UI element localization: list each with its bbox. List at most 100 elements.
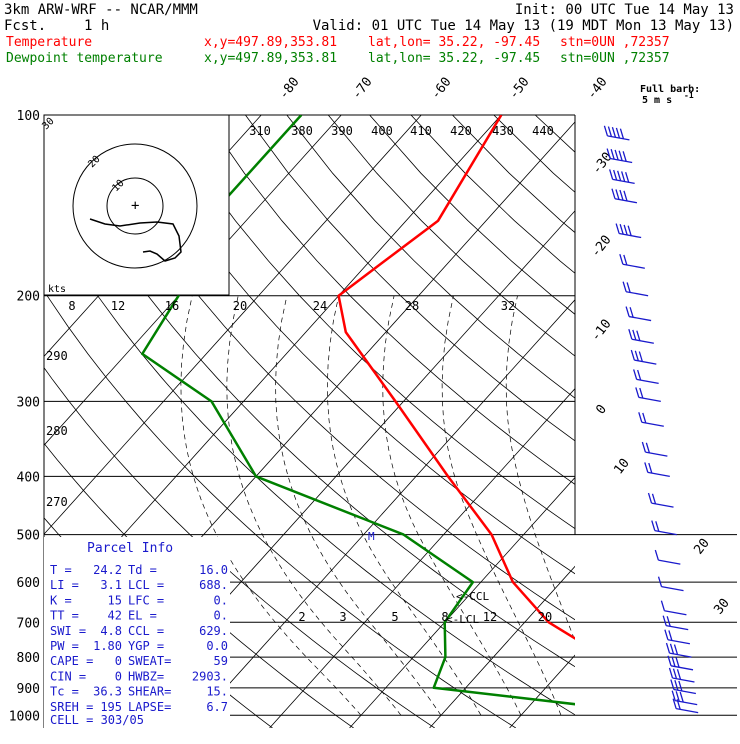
- mixing-ratio-label: 8: [68, 299, 75, 313]
- moist-adiabat: [227, 296, 401, 716]
- level-marker-label: <-LCL: [446, 613, 479, 626]
- hodograph: 20 10 30 + kts: [40, 115, 229, 295]
- parcel-info-cell: LFC =: [128, 593, 164, 607]
- parcel-info-cell: 0.: [214, 609, 228, 623]
- theta-e-label: 420: [450, 124, 472, 138]
- mixing-ratio-label: 28: [405, 299, 419, 313]
- parcel-info-cell: 24.2: [93, 563, 122, 577]
- level-marker-label: M: [368, 530, 375, 543]
- dry-adiabat: [245, 115, 740, 728]
- theta-e-label: 430: [492, 124, 514, 138]
- pressure-tick-label: 900: [17, 682, 40, 697]
- wind-barb: [648, 493, 673, 507]
- dry-adiabat: [577, 115, 740, 728]
- theta-e-label: 400: [371, 124, 393, 138]
- parcel-info-cell: 3.1: [100, 578, 122, 592]
- dry-adiabat: [328, 115, 740, 728]
- wind-barb: [642, 442, 667, 456]
- parcel-info-cell: SWEAT=: [128, 654, 171, 668]
- dry-adiabat: [494, 115, 740, 728]
- theta-label: 280: [46, 424, 68, 438]
- isotherm-label: -10: [588, 317, 614, 345]
- wind-barb: [629, 329, 654, 343]
- mixing-ratio-label: 32: [501, 299, 515, 313]
- mixing-ratio-label: 12: [111, 299, 125, 313]
- dry-adiabat: [452, 115, 740, 728]
- parcel-info-cell: SREH =: [50, 700, 93, 714]
- wind-barb: [673, 699, 698, 713]
- isotherm-label: -50: [506, 75, 532, 103]
- parcel-info-cell: LI =: [50, 578, 79, 592]
- wind-barb: [604, 126, 629, 140]
- parcel-info-cell: 688.: [199, 578, 228, 592]
- temperature-latlon: lat,lon= 35.22, -97.45: [368, 35, 540, 50]
- parcel-info-cell: SHEAR=: [128, 685, 171, 699]
- parcel-info-cell: 42: [108, 609, 122, 623]
- pressure-tick-label: 1000: [9, 709, 40, 724]
- mixing-ratio-label: 3: [339, 610, 346, 624]
- parcel-info-cell: SWI =: [50, 624, 86, 638]
- theta-e-label: 310: [249, 124, 271, 138]
- isotherm-label: -60: [428, 75, 454, 103]
- parcel-info-cell: YGP =: [128, 639, 164, 653]
- isotherm-label: -80: [276, 75, 302, 103]
- wind-barb: [610, 169, 635, 183]
- dewpoint-latlon: lat,lon= 35.22, -97.45: [368, 51, 540, 66]
- wind-barb: [652, 521, 677, 535]
- isotherm-label: 10: [611, 456, 632, 478]
- isotherm-label: 30: [711, 596, 732, 618]
- pressure-tick-label: 800: [17, 651, 40, 666]
- parcel-info-cell: K =: [50, 593, 72, 607]
- parcel-info-cell: HWBZ=: [128, 669, 164, 683]
- parcel-info-cell: 4.8: [100, 624, 122, 638]
- parcel-info-cell: 1.80: [93, 639, 122, 653]
- temperature-legend: Temperature: [6, 35, 92, 50]
- wind-barb: [655, 550, 680, 564]
- moist-adiabat: [576, 296, 641, 716]
- wind-barb: [668, 656, 693, 670]
- isotherm-label: -30: [589, 150, 615, 178]
- level-marker-label: <-CCL: [456, 590, 489, 603]
- pressure-tick-label: 400: [17, 470, 40, 485]
- parcel-info-cell: 15.: [206, 685, 228, 699]
- dry-adiabat: [204, 115, 740, 728]
- temperature-profile: [339, 115, 664, 705]
- forecast-label: Fcst.: [4, 18, 46, 34]
- parcel-info-cell: Tc =: [50, 685, 79, 699]
- dry-adiabat: [701, 115, 740, 728]
- dry-adiabat: [287, 115, 740, 728]
- parcel-info-cell: 6.7: [206, 700, 228, 714]
- temperature-xy: x,y=497.89,353.81: [204, 35, 337, 50]
- parcel-info-cell: EL =: [128, 609, 157, 623]
- wind-barb: [665, 630, 690, 644]
- moist-adiabat: [327, 296, 481, 716]
- parcel-info-cell: 0: [115, 669, 122, 683]
- wind-barb: [616, 224, 641, 238]
- isotherm-line: [270, 115, 740, 728]
- pressure-tick-label: 200: [17, 290, 40, 305]
- parcel-info-cell: 195: [100, 700, 122, 714]
- parcel-info-title: Parcel Info: [87, 541, 173, 556]
- pressure-tick-label: 600: [17, 576, 40, 591]
- model-title: 3km ARW-WRF -- NCAR/MMM: [4, 2, 198, 18]
- mixing-ratio-label: 12: [483, 610, 497, 624]
- wind-barb: [639, 412, 664, 426]
- theta-e-label: 440: [532, 124, 554, 138]
- init-time: Init: 00 UTC Tue 14 May 13: [515, 2, 734, 18]
- mixing-ratio-label: 16: [165, 299, 179, 313]
- parcel-info-cell: PW =: [50, 639, 79, 653]
- parcel-info-cell: 0.0: [206, 639, 228, 653]
- parcel-cell-motion: CELL = 303/05: [50, 713, 144, 727]
- mixing-ratio-label: 20: [538, 610, 552, 624]
- isotherm-line: [670, 115, 740, 728]
- parcel-info-cell: CCL =: [128, 624, 164, 638]
- theta-label: 290: [46, 349, 68, 363]
- mixing-ratio-label: 2: [298, 610, 305, 624]
- parcel-info-cell: TT =: [50, 609, 79, 623]
- isotherm-label: -20: [588, 233, 614, 261]
- mixing-ratio-label: 5: [391, 610, 398, 624]
- wind-barb: [623, 282, 648, 296]
- pressure-tick-label: 700: [17, 616, 40, 631]
- theta-e-label: 380: [291, 124, 313, 138]
- isotherm-label: -40: [584, 75, 610, 103]
